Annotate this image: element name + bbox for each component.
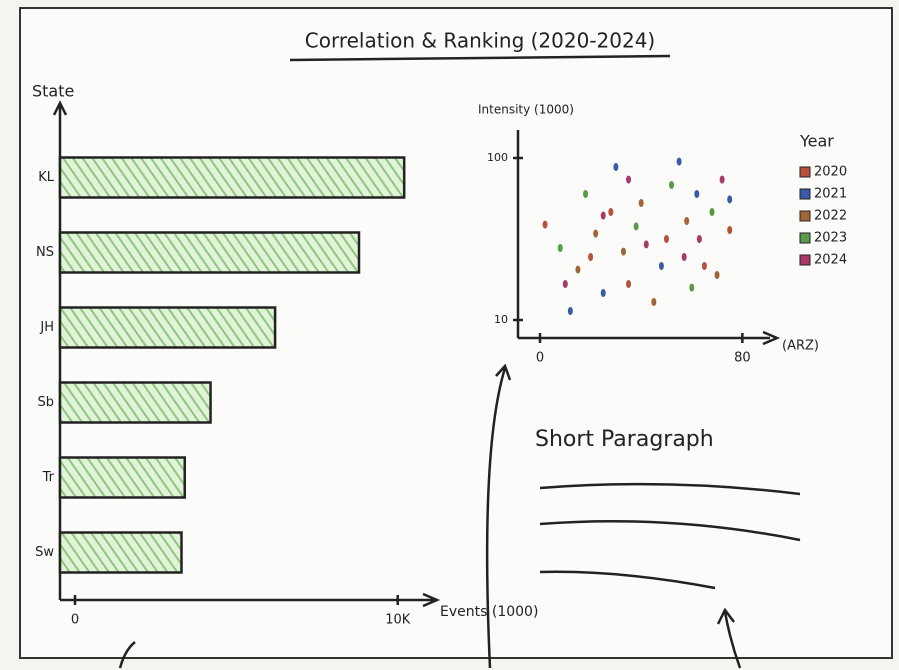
- point: [689, 283, 695, 292]
- y-tick-label: 100: [487, 151, 508, 164]
- y-tick-label: Sb: [37, 395, 54, 410]
- axis: [52, 100, 441, 608]
- point: [651, 298, 657, 306]
- point: [575, 265, 581, 274]
- legend-label: 2022: [814, 209, 847, 224]
- y-axis-label: State: [32, 82, 74, 101]
- point: [562, 280, 568, 288]
- bar: [58, 381, 212, 424]
- x-tick-label: 0: [71, 613, 79, 628]
- point: [719, 175, 725, 184]
- axis: [516, 130, 781, 346]
- bar: [58, 531, 183, 574]
- point: [608, 208, 614, 216]
- point: [600, 289, 606, 297]
- legend-swatch: [799, 232, 811, 244]
- y-tick-label: Tr: [42, 470, 55, 485]
- legend-label: 2023: [814, 231, 847, 246]
- y-tick-label: KL: [38, 170, 55, 185]
- legend-swatch: [799, 166, 811, 178]
- arrow: [716, 607, 742, 669]
- x-axis-label: (ARZ): [782, 339, 819, 354]
- point: [681, 253, 687, 261]
- legend-swatch: [799, 210, 811, 222]
- x-tick-label: 80: [734, 351, 751, 366]
- text-line: [539, 519, 801, 542]
- y-axis-label: Intensity (1000): [478, 103, 574, 117]
- y-tick-label: Sw: [35, 545, 54, 560]
- arrow: [118, 641, 136, 669]
- point: [613, 163, 619, 171]
- legend-swatch: [799, 188, 811, 200]
- point: [643, 240, 649, 249]
- point: [626, 280, 632, 288]
- page-title: Correlation & Ranking (2020-2024): [305, 29, 655, 53]
- point: [542, 220, 548, 229]
- point: [701, 262, 707, 270]
- point: [727, 226, 733, 234]
- point: [593, 229, 599, 238]
- point: [669, 181, 675, 189]
- point: [633, 222, 639, 231]
- point: [694, 190, 700, 198]
- bar: [58, 156, 406, 199]
- y-tick-label: JH: [39, 320, 54, 335]
- point: [626, 175, 632, 184]
- point: [583, 190, 589, 198]
- point: [714, 271, 720, 279]
- point: [709, 208, 715, 216]
- legend-title: Year: [799, 132, 834, 151]
- legend-label: 2021: [814, 187, 847, 202]
- point: [696, 235, 702, 243]
- x-tick-label: 0: [536, 351, 544, 366]
- point: [588, 253, 594, 261]
- text-line: [539, 482, 801, 496]
- bar: [58, 456, 186, 499]
- x-tick-label: 10K: [385, 613, 411, 628]
- legend-swatch: [799, 254, 811, 266]
- point: [684, 217, 690, 225]
- point: [638, 199, 644, 207]
- arrow: [485, 363, 512, 669]
- point: [658, 262, 664, 270]
- y-tick-label: 10: [494, 313, 508, 326]
- text-line: [539, 570, 716, 590]
- title-underline: [289, 54, 671, 62]
- paragraph-heading: Short Paragraph: [535, 427, 714, 452]
- point: [663, 235, 669, 243]
- y-tick-label: NS: [36, 245, 54, 260]
- point: [620, 247, 626, 256]
- legend-label: 2020: [814, 165, 847, 180]
- point: [676, 157, 682, 166]
- x-axis-label: Events (1000): [440, 604, 538, 620]
- point: [600, 211, 606, 220]
- bar: [58, 231, 361, 274]
- point: [727, 195, 733, 204]
- point: [557, 244, 563, 252]
- legend-label: 2024: [814, 253, 847, 268]
- point: [567, 307, 573, 315]
- bar: [58, 306, 277, 349]
